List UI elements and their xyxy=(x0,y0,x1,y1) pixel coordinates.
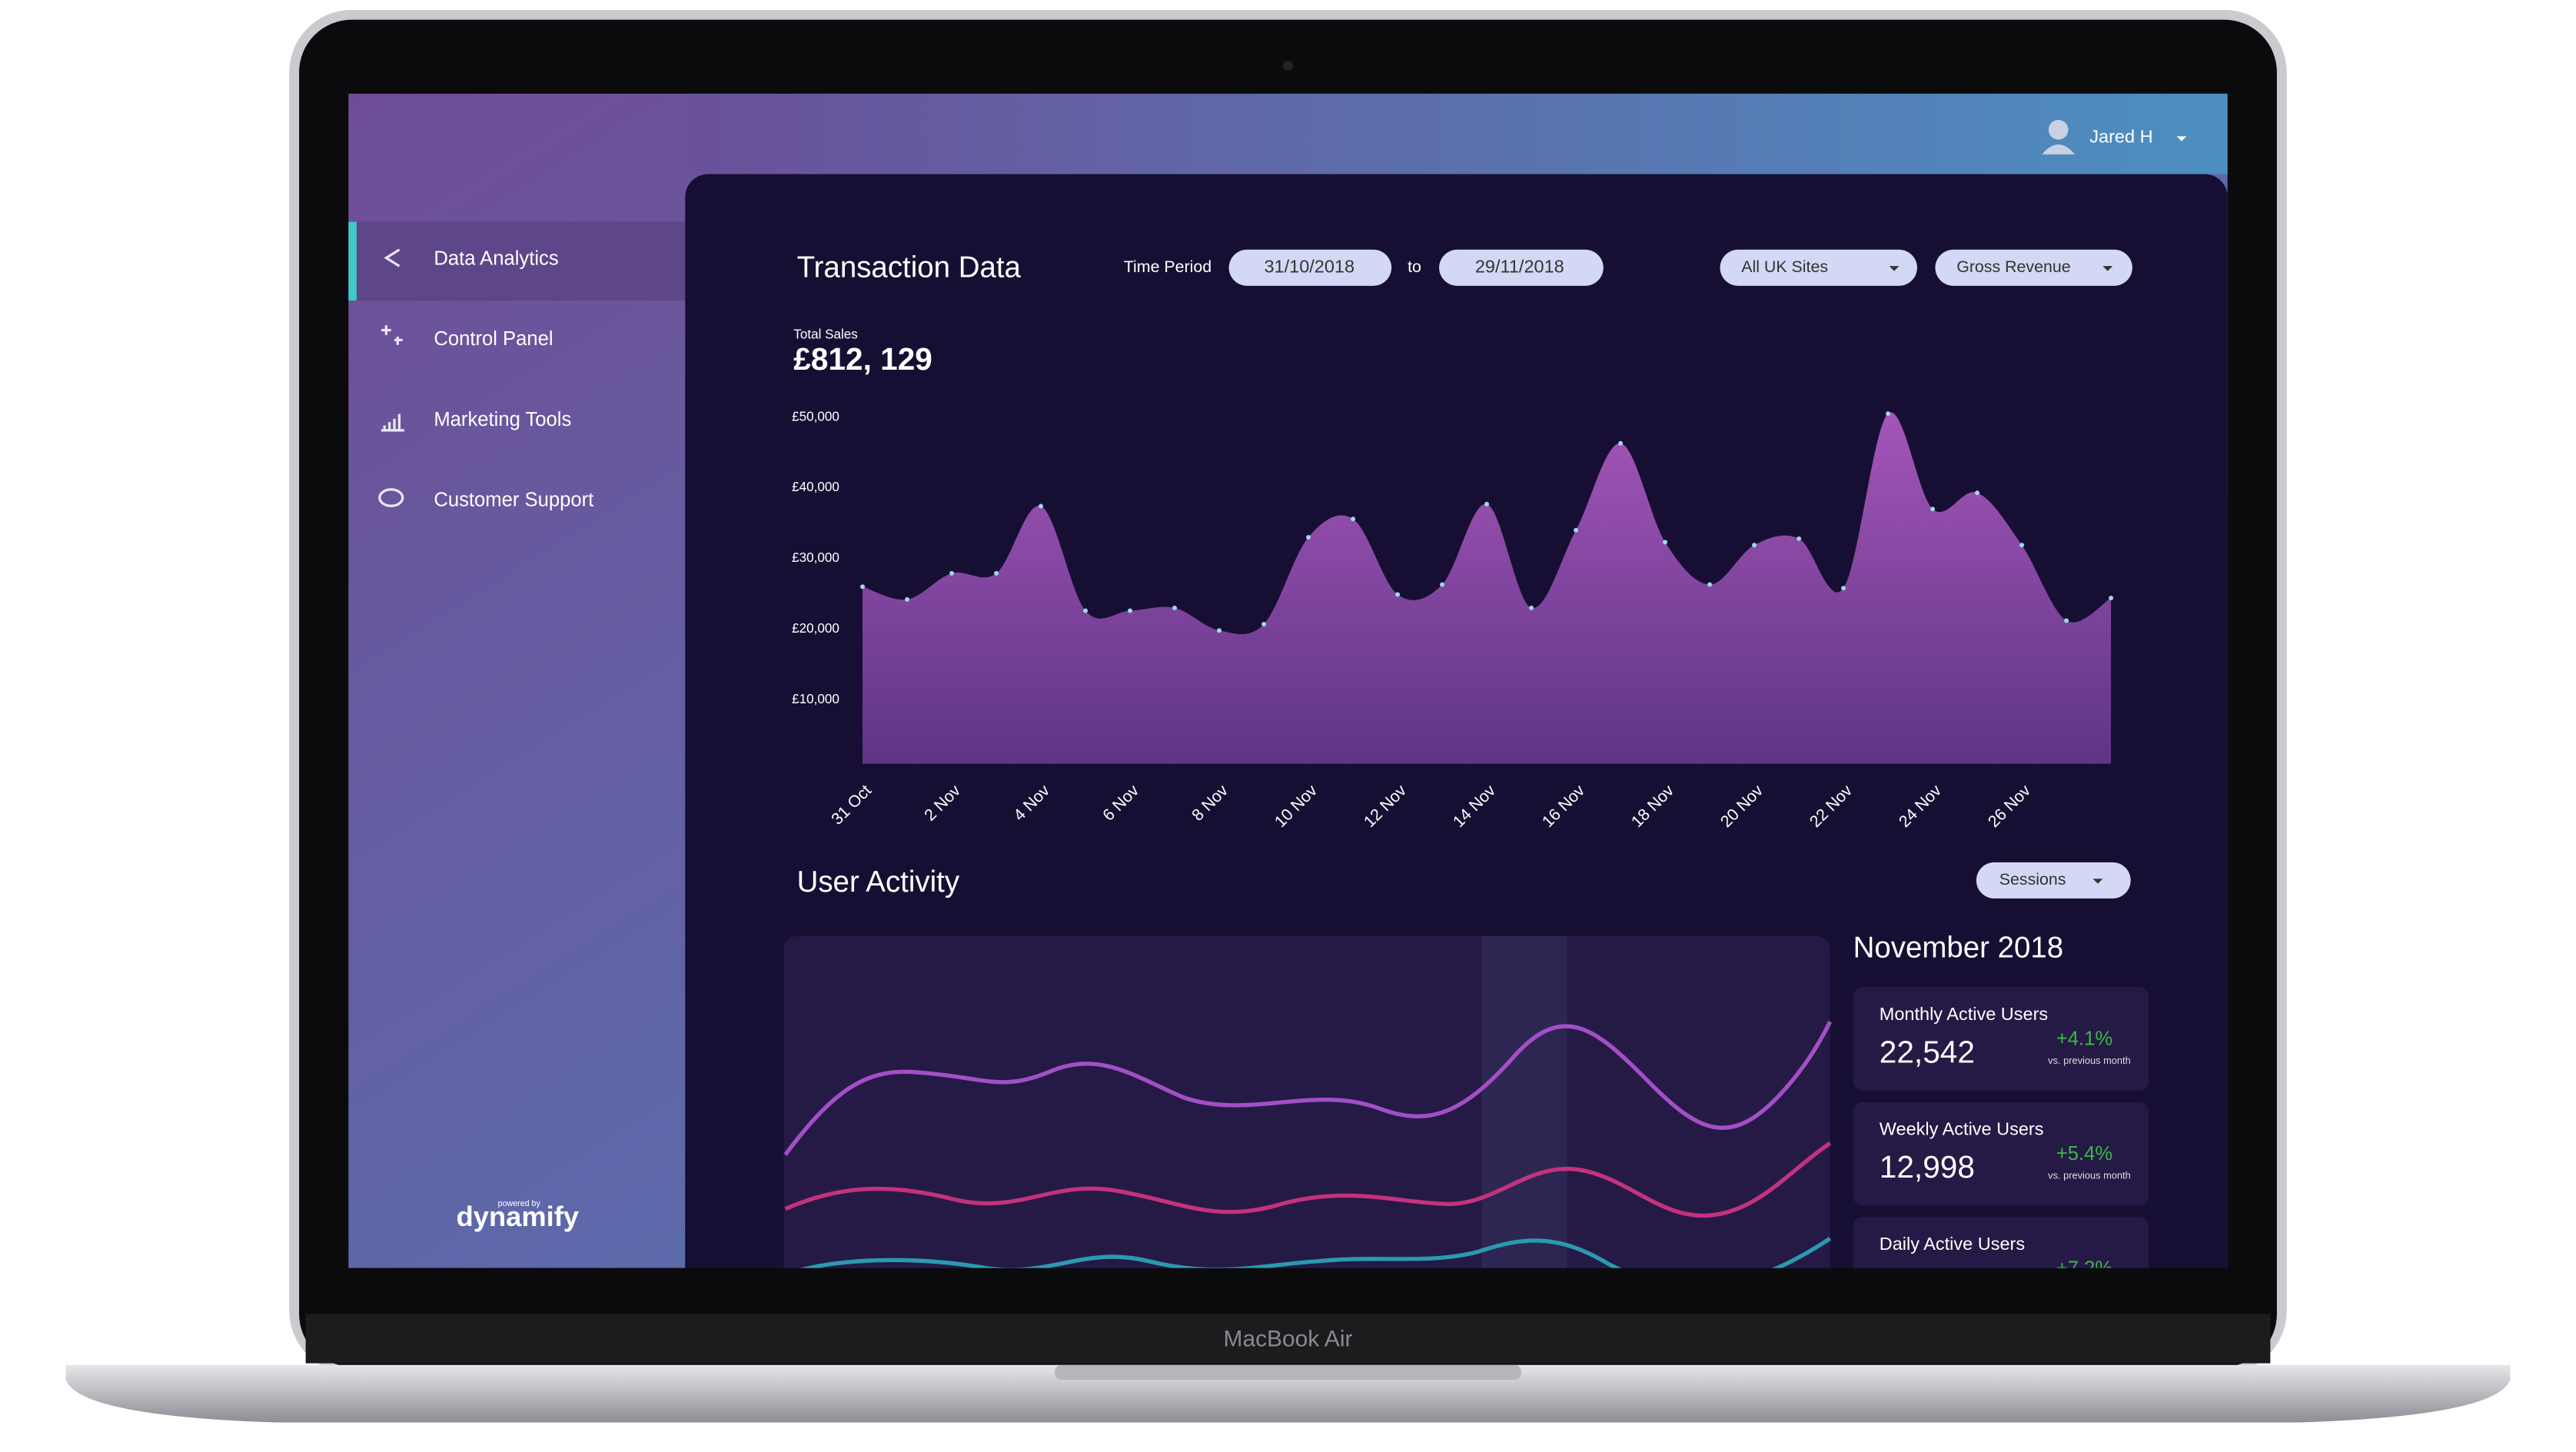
icon-bars xyxy=(381,414,404,432)
data-point xyxy=(1261,622,1267,626)
top-bar xyxy=(685,93,2228,174)
avatar xyxy=(2042,145,2076,155)
section-title: User Activity xyxy=(797,866,960,899)
data-point xyxy=(905,596,910,602)
user-menu-caret[interactable] xyxy=(2176,136,2187,141)
sessions-dropdown-text: Sessions xyxy=(1999,870,2066,889)
data-point xyxy=(1083,608,1089,613)
data-point xyxy=(1752,543,1757,548)
stat-title: Monthly Active Users xyxy=(1880,1004,2048,1024)
site-dropdown-text: All UK Sites xyxy=(1741,258,1828,276)
user-name[interactable]: Jared H xyxy=(2089,127,2152,147)
stat-note: vs. previous month xyxy=(2048,1055,2131,1066)
date-from[interactable] xyxy=(1228,249,1392,286)
powered-by: powered by xyxy=(498,1199,541,1208)
data-point xyxy=(1618,440,1624,446)
stat-card xyxy=(1853,1217,2149,1268)
chin xyxy=(305,1314,2271,1364)
period-title: November 2018 xyxy=(1853,931,2064,964)
stat-change: +4.1% xyxy=(2056,1028,2112,1049)
avatar xyxy=(2048,119,2069,140)
data-point xyxy=(1395,592,1401,597)
caret xyxy=(2102,266,2113,271)
y-tick-label: £40,000 xyxy=(792,480,839,494)
y-tick-label: £10,000 xyxy=(792,692,839,706)
data-point xyxy=(949,570,955,576)
data-point xyxy=(994,570,999,576)
nav-icons xyxy=(378,248,404,507)
to-label: to xyxy=(1408,258,1421,276)
device-label: MacBook Air xyxy=(1224,1327,1353,1352)
screen: Jared H Transaction Data Time Period 31/… xyxy=(348,93,2228,1280)
data-point xyxy=(1663,540,1668,545)
site-dropdown[interactable] xyxy=(1720,249,1917,286)
date-to[interactable] xyxy=(1439,249,1604,286)
stat-title: Weekly Active Users xyxy=(1880,1118,2044,1138)
metric-dropdown-text: Gross Revenue xyxy=(1956,258,2070,276)
data-point xyxy=(1707,582,1713,587)
caret xyxy=(1889,266,1900,271)
y-tick-label: £30,000 xyxy=(792,550,839,565)
sessions-dropdown[interactable] xyxy=(1976,862,2131,899)
data-point xyxy=(1306,534,1311,540)
nav-item[interactable]: Marketing Tools xyxy=(434,409,571,430)
data-point xyxy=(1574,527,1579,533)
data-point xyxy=(1529,605,1534,610)
total-value: £812, 129 xyxy=(793,341,932,377)
data-point xyxy=(1930,507,1936,512)
icon-share xyxy=(384,248,401,267)
stat-cards: Monthly Active Users 22,542 +4.1% vs. previ… xyxy=(1853,987,2149,1280)
activity-highlight xyxy=(1481,936,1567,1268)
total-label: Total Sales xyxy=(793,327,858,341)
data-point xyxy=(2019,543,2025,548)
stat-change: +7.2% xyxy=(2056,1258,2112,1280)
activity-line xyxy=(784,1141,1832,1218)
data-point xyxy=(1975,490,1980,496)
active-indicator xyxy=(348,221,357,301)
data-point xyxy=(1351,517,1356,522)
data-point xyxy=(2109,596,2114,600)
data-point xyxy=(1172,605,1178,610)
area xyxy=(863,412,2112,764)
data-point xyxy=(1039,503,1044,509)
brand: dynamify xyxy=(457,1201,579,1232)
active-nav xyxy=(348,221,686,301)
data-point xyxy=(1128,608,1133,613)
data-point xyxy=(1886,411,1891,417)
date-to-text: 29/11/2018 xyxy=(1475,257,1564,277)
camera xyxy=(1283,61,1293,71)
icon-gears xyxy=(381,325,403,345)
laptop-base xyxy=(65,1364,2511,1423)
activity-line xyxy=(783,1020,1833,1156)
nav-item[interactable]: Data Analytics xyxy=(434,248,558,269)
stat-card xyxy=(1853,987,2149,1091)
data-point xyxy=(1440,582,1445,587)
stat-card xyxy=(1853,1101,2149,1206)
filter-label: Time Period xyxy=(1124,258,1212,276)
data-point xyxy=(1841,586,1846,591)
notch xyxy=(1055,1364,1521,1380)
y-tick-label: £20,000 xyxy=(792,621,839,636)
nav-item[interactable]: Customer Support xyxy=(434,490,593,511)
data-point xyxy=(1797,536,1802,541)
data-point xyxy=(1217,628,1222,633)
data-point xyxy=(1484,501,1490,507)
stat-title: Daily Active Users xyxy=(1880,1234,2025,1254)
stat-note: vs. previous month xyxy=(2048,1169,2131,1181)
data-point xyxy=(860,584,866,590)
section-title: Transaction Data xyxy=(797,251,1022,284)
metric-dropdown[interactable] xyxy=(1935,249,2132,286)
caret xyxy=(2092,879,2103,884)
data-point xyxy=(2064,618,2069,623)
nav-item[interactable]: Control Panel xyxy=(434,328,553,350)
activity-line xyxy=(800,1236,1832,1268)
date-from-text: 31/10/2018 xyxy=(1264,257,1354,277)
stat-value: 22,542 xyxy=(1880,1035,1975,1070)
stat-change: +5.4% xyxy=(2056,1143,2112,1165)
icon-chat xyxy=(378,488,404,507)
y-tick-label: £50,000 xyxy=(792,409,839,424)
stat-value: 12,998 xyxy=(1880,1149,1975,1185)
